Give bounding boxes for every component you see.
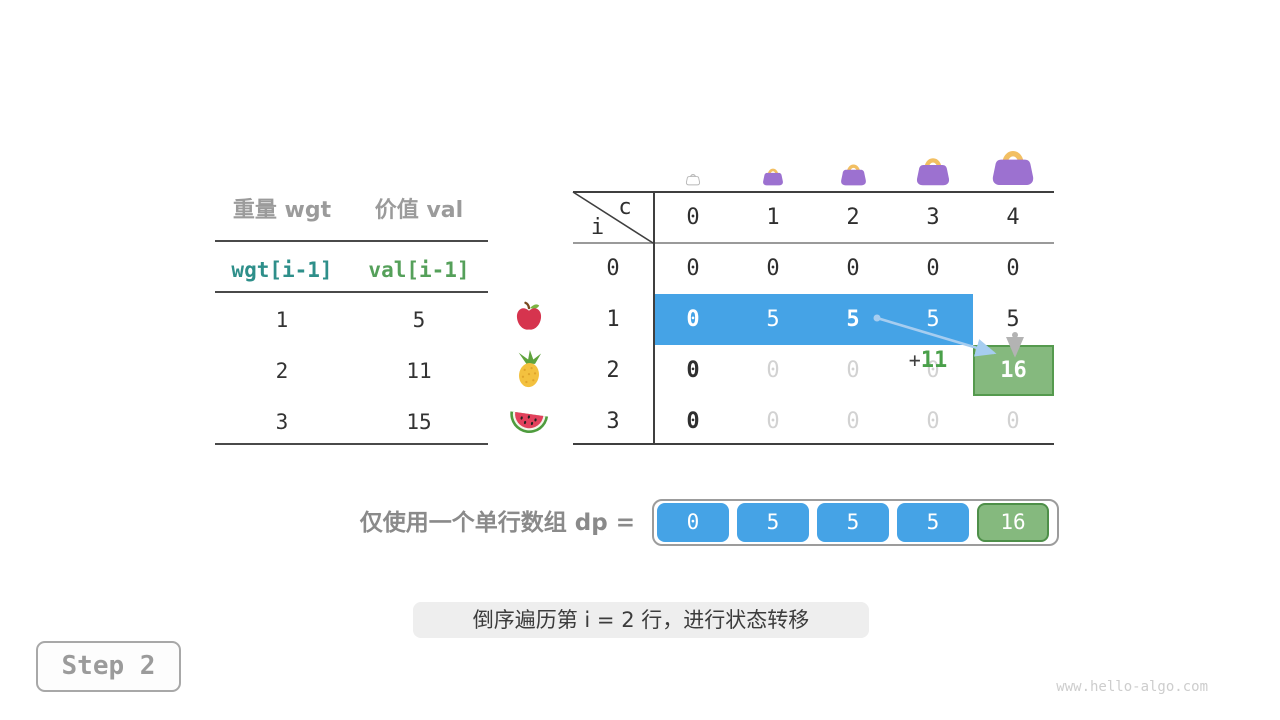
item-table-rule-top [215, 240, 488, 242]
watermelon-icon [509, 404, 549, 436]
bag-outline-icon [685, 170, 701, 186]
dp-cell-r1-c1: 5 [766, 307, 780, 332]
col-label: 1 [766, 205, 780, 230]
dp-cell-r1-c3: 5 [926, 307, 940, 332]
dp-cell-r2-c3: 0 [926, 358, 940, 383]
corner-row-var: i [590, 215, 605, 240]
dp-cell-r0-c0: 0 [686, 256, 700, 281]
item-table-header-weight: 重量 wgt [232, 198, 332, 223]
plus-sign: + [908, 348, 921, 372]
item-table-header-value: 价值 val [374, 198, 464, 223]
pineapple-icon [513, 350, 545, 388]
row-label: 1 [606, 307, 620, 332]
row-label: 3 [606, 409, 620, 434]
dp-cell-r2-c4-result: 16 [1000, 358, 1027, 383]
item-table-rule-mid [215, 291, 488, 293]
item-weight: 1 [275, 308, 289, 332]
dp-cell-r0-c4: 0 [1006, 256, 1020, 281]
row-label: 2 [606, 358, 620, 383]
dp-array-cell-4-result: 16 [977, 503, 1049, 542]
dp-cell-r3-c3: 0 [926, 409, 940, 434]
step-caption: 倒序遍历第 i = 2 行，进行状态转移 [413, 602, 869, 638]
dp-array-cell-3: 5 [897, 503, 969, 542]
item-table-rule-bottom [215, 443, 488, 445]
apple-icon [513, 301, 545, 333]
item-weight: 3 [275, 410, 289, 434]
dp-cell-r2-c2: 0 [846, 358, 860, 383]
dp-array-label: 仅使用一个单行数组 dp = [359, 510, 635, 536]
dp-cell-r1-c0: 0 [686, 307, 700, 332]
col-label: 2 [846, 205, 860, 230]
step-badge: Step 2 [36, 641, 181, 692]
item-table-val-index: val[i-1] [368, 258, 470, 282]
dp-cell-r2-c1: 0 [766, 358, 780, 383]
matrix-rule-bottom [573, 443, 1054, 445]
item-value: 5 [412, 308, 426, 332]
bag-medium-icon [838, 159, 869, 186]
item-table-wgt-index: wgt[i-1] [231, 258, 333, 282]
bag-small-icon [761, 164, 785, 186]
dp-array-cell-0: 0 [657, 503, 729, 542]
item-value: 11 [406, 359, 432, 383]
dp-cell-r0-c1: 0 [766, 256, 780, 281]
dp-cell-r0-c3: 0 [926, 256, 940, 281]
dp-cell-r1-c4: 5 [1006, 307, 1020, 332]
dp-cell-r3-c2: 0 [846, 409, 860, 434]
dp-cell-r1-c2: 5 [846, 307, 860, 332]
col-label: 0 [686, 205, 700, 230]
matrix-rule-header [573, 242, 1054, 244]
dp-array-cell-1: 5 [737, 503, 809, 542]
dp-cell-r3-c1: 0 [766, 409, 780, 434]
dp-cell-r3-c4: 0 [1006, 409, 1020, 434]
added-value: 11 [920, 348, 948, 373]
dp-cell-r0-c2: 0 [846, 256, 860, 281]
item-value: 15 [406, 410, 432, 434]
col-label: 3 [926, 205, 940, 230]
bag-xlarge-icon [988, 142, 1038, 186]
matrix-rule-top [573, 191, 1054, 193]
matrix-rule-vertical [653, 191, 655, 445]
row-label: 0 [606, 256, 620, 281]
watermark-url: www.hello-algo.com [1056, 679, 1208, 695]
bag-large-icon [913, 151, 953, 186]
item-weight: 2 [275, 359, 289, 383]
transition-annotation: +11 [888, 347, 968, 373]
col-label: 4 [1006, 205, 1020, 230]
dp-array-cell-2: 5 [817, 503, 889, 542]
dp-cell-r3-c0: 0 [686, 409, 700, 434]
dp-cell-r2-c0: 0 [686, 358, 700, 383]
